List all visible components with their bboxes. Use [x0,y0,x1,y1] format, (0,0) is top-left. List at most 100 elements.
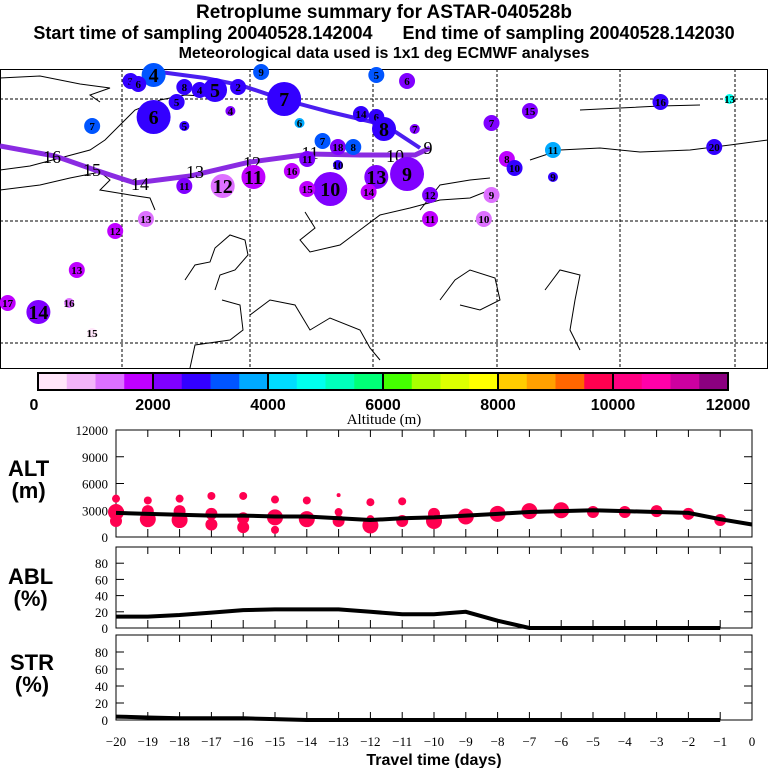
coastline [439,269,501,311]
plume-cluster [203,78,228,102]
colorbar-swatch [38,373,68,390]
colorbar-tick-label: 0 [30,397,39,414]
plume-cluster [399,73,416,89]
plume-cluster [267,82,302,116]
cluster-day-label: 7 [320,136,326,148]
alt-label: ALT [8,456,50,481]
altitude-cluster-dot [237,521,250,534]
cluster-day-label: 7 [412,124,418,136]
colorbar-swatch [498,373,528,390]
x-tick-label: −12 [360,734,380,749]
cluster-day-label: 11 [425,214,435,226]
cluster-day-label: 12 [425,190,437,202]
cluster-day-label: 15 [87,328,99,340]
colorbar-swatch [383,373,413,390]
y-tick-label: 20 [95,605,108,620]
cluster-day-label: 5 [174,97,180,109]
cluster-day-label: 6 [149,107,159,129]
x-tick-label: −17 [201,734,222,749]
plume-cluster [141,63,166,87]
plume-cluster [521,103,538,119]
altitude-cluster-dot [110,514,122,527]
y-tick-label: 6000 [82,477,108,492]
cluster-day-label: 7 [279,89,289,111]
cluster-day-label: 8 [351,142,357,154]
colorbar-swatch [268,373,298,390]
cluster-day-label: 14 [355,109,367,121]
plume-cluster [87,328,98,338]
cluster-day-label: 9 [550,172,556,184]
coastline [0,171,156,211]
cluster-day-label: 10 [332,160,344,172]
altitude-cluster-dot [271,525,279,534]
colorbar-swatch [526,373,556,390]
x-tick-label: −7 [522,734,536,749]
cluster-day-label: 15 [302,184,314,196]
plume-cluster [136,100,171,134]
plume-cluster [130,76,147,92]
x-tick-label: −1 [713,734,727,749]
colorbar-tick-label: 6000 [365,397,401,414]
plume-cluster [483,115,500,131]
x-tick-label: −9 [459,734,473,749]
plume-cluster [475,211,492,227]
altitude-cluster-dot [239,491,248,500]
colorbar-swatch [124,373,154,390]
colorbar-swatch [670,373,700,390]
abl-unit: (%) [13,586,48,611]
plume-cluster [547,172,558,182]
cluster-day-label: 13 [724,94,736,106]
plume-cluster [364,165,389,189]
y-tick-label: 12000 [76,423,109,438]
cluster-day-label: 5 [374,70,380,82]
plume-cluster [0,295,16,311]
colorbar-swatch [210,373,240,390]
colorbar-swatch [181,373,211,390]
plume-cluster [368,67,385,83]
y-tick-label: 3000 [82,503,108,518]
cluster-day-label: 16 [655,97,667,109]
coastline [184,234,249,291]
plume-cluster [652,94,669,110]
colorbar-swatch [555,373,585,390]
altitude-cluster-dot [298,511,315,528]
plume-cluster [68,262,85,278]
altitude-cluster-dot [112,494,120,503]
colorbar-swatch [411,373,441,390]
plume-cluster [176,178,193,194]
altitude-cluster-dot [205,518,218,531]
x-tick-label: −10 [424,734,444,749]
plume-cluster [544,142,561,158]
cluster-day-label: 5 [210,80,220,102]
plume-cluster [360,184,377,200]
altitude-cluster-dot [336,493,341,498]
cluster-day-label: 14 [363,187,375,199]
y-tick-label: 0 [102,621,109,636]
y-tick-label: 60 [95,572,108,587]
alt-ylabel: ALT (m) [8,458,49,502]
track-day-label: 14 [131,174,149,194]
coastline [299,189,491,253]
cluster-day-label: 8 [182,82,188,94]
y-tick-label: 80 [95,556,108,571]
met-data-note: Meteorological data used is 1x1 deg ECMW… [178,45,590,62]
x-tick-label: −20 [106,734,126,749]
plume-cluster [299,181,316,197]
cluster-day-label: 14 [28,302,48,324]
x-tick-label: −8 [491,734,505,749]
colorbar-tick-label: 2000 [135,397,171,414]
track-day-label: 9 [424,138,433,158]
altitude-cluster-dot [302,496,311,505]
x-axis-label: Travel time (days) [366,752,501,768]
altitude-cluster-dot [207,491,216,500]
start-time: Start time of sampling 20040528.142004 [33,23,373,43]
plume-cluster [283,163,300,179]
cluster-day-label: 12 [213,176,233,198]
cluster-day-label: 13 [71,265,83,277]
x-tick-label: −19 [138,734,158,749]
colorbar-swatch [469,373,499,390]
cluster-day-label: 5 [182,121,188,133]
plume-cluster [64,298,75,308]
plume-cluster [724,94,735,104]
